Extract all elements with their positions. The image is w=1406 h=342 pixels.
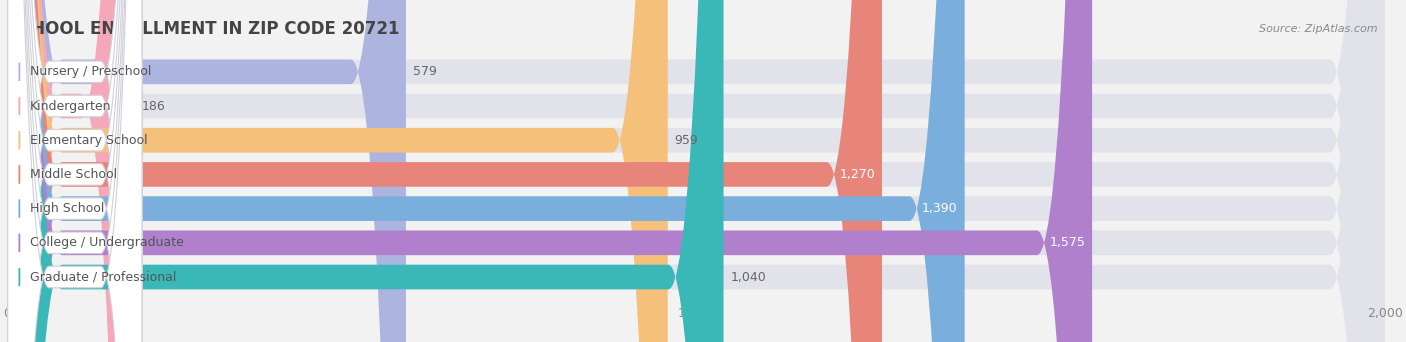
Text: Source: ZipAtlas.com: Source: ZipAtlas.com bbox=[1260, 24, 1378, 34]
FancyBboxPatch shape bbox=[7, 0, 1385, 342]
FancyBboxPatch shape bbox=[7, 0, 1385, 342]
Text: Nursery / Preschool: Nursery / Preschool bbox=[30, 65, 150, 78]
Text: College / Undergraduate: College / Undergraduate bbox=[30, 236, 184, 249]
FancyBboxPatch shape bbox=[7, 0, 1385, 342]
Text: 1,390: 1,390 bbox=[922, 202, 957, 215]
FancyBboxPatch shape bbox=[7, 0, 1385, 342]
FancyBboxPatch shape bbox=[7, 0, 142, 342]
FancyBboxPatch shape bbox=[7, 0, 142, 342]
FancyBboxPatch shape bbox=[7, 0, 142, 342]
Text: 579: 579 bbox=[413, 65, 437, 78]
FancyBboxPatch shape bbox=[7, 0, 965, 342]
Text: 1,040: 1,040 bbox=[731, 271, 766, 284]
Text: 1,575: 1,575 bbox=[1049, 236, 1085, 249]
FancyBboxPatch shape bbox=[7, 0, 142, 342]
Text: 186: 186 bbox=[142, 100, 166, 113]
Text: SCHOOL ENROLLMENT IN ZIP CODE 20721: SCHOOL ENROLLMENT IN ZIP CODE 20721 bbox=[7, 20, 399, 38]
FancyBboxPatch shape bbox=[7, 0, 1385, 342]
FancyBboxPatch shape bbox=[7, 0, 1385, 342]
FancyBboxPatch shape bbox=[7, 0, 142, 342]
Text: Middle School: Middle School bbox=[30, 168, 117, 181]
FancyBboxPatch shape bbox=[7, 0, 724, 342]
Text: 959: 959 bbox=[675, 134, 699, 147]
FancyBboxPatch shape bbox=[7, 0, 1092, 342]
Text: Graduate / Professional: Graduate / Professional bbox=[30, 271, 176, 284]
FancyBboxPatch shape bbox=[7, 0, 882, 342]
FancyBboxPatch shape bbox=[7, 0, 406, 342]
Text: High School: High School bbox=[30, 202, 104, 215]
FancyBboxPatch shape bbox=[7, 0, 142, 342]
Text: Kindergarten: Kindergarten bbox=[30, 100, 111, 113]
Text: Elementary School: Elementary School bbox=[30, 134, 148, 147]
FancyBboxPatch shape bbox=[7, 0, 668, 342]
FancyBboxPatch shape bbox=[7, 0, 1385, 342]
Text: 1,270: 1,270 bbox=[839, 168, 875, 181]
FancyBboxPatch shape bbox=[7, 0, 142, 342]
FancyBboxPatch shape bbox=[7, 0, 135, 342]
